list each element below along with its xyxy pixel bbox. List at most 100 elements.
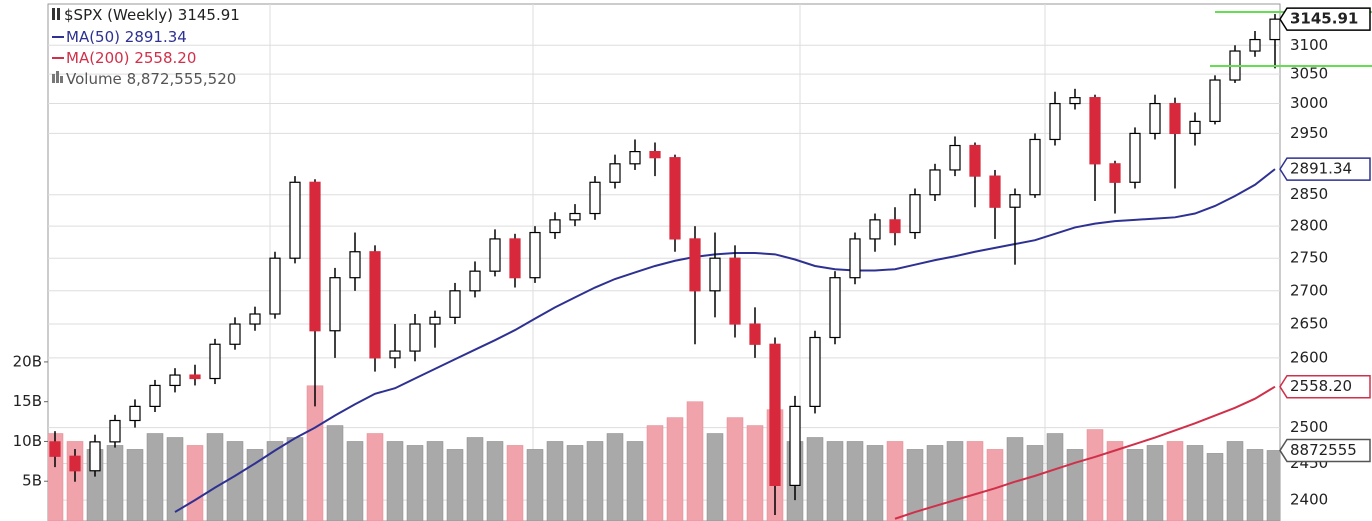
volume-bar xyxy=(946,441,964,521)
volume-bar xyxy=(1026,445,1044,521)
price-tag xyxy=(1279,438,1371,463)
volume-bar xyxy=(446,449,464,521)
y-tick-label: 2950 xyxy=(1290,124,1328,142)
candle-body xyxy=(309,181,321,332)
volume-bar xyxy=(566,445,584,521)
candle-body xyxy=(1249,38,1261,52)
candle-body xyxy=(209,343,221,380)
volume-bar xyxy=(806,437,824,521)
volume-bar xyxy=(146,433,164,521)
volume-bar xyxy=(466,437,484,521)
legend-name: Volume xyxy=(66,70,122,88)
legend-icon xyxy=(60,76,63,83)
volume-bar xyxy=(206,433,224,521)
candle-body xyxy=(1209,79,1221,123)
volume-bar xyxy=(746,425,764,521)
legend: $SPX (Weekly) 3145.91 MA(50) 2891.34 MA(… xyxy=(52,6,240,88)
candle-body xyxy=(869,219,881,240)
volume-bar xyxy=(986,449,1004,521)
volume-bar xyxy=(1226,441,1244,521)
candle-body xyxy=(49,441,61,457)
volume-bar xyxy=(1206,453,1224,521)
y-tick-label: 2500 xyxy=(1290,418,1328,436)
y-tick-label: 2700 xyxy=(1290,281,1328,299)
candle-body xyxy=(389,350,401,359)
legend-title: $SPX (Weekly) 3145.91 xyxy=(64,6,240,24)
candle-body xyxy=(489,238,501,272)
volume-bar xyxy=(346,441,364,521)
legend-icon xyxy=(52,8,55,20)
ma-line xyxy=(174,168,1276,513)
candle-body xyxy=(429,316,441,325)
volume-bar xyxy=(506,445,524,521)
candle-body xyxy=(789,405,801,486)
volume-tick-label: 5B xyxy=(22,472,42,490)
y-tick-label: 2850 xyxy=(1290,185,1328,203)
candle-body xyxy=(249,313,261,325)
title: $SPX (Weekly) xyxy=(64,6,173,24)
volume-bar xyxy=(186,445,204,521)
volume-bar xyxy=(1126,449,1144,521)
candle-body xyxy=(189,374,201,380)
volume-bar xyxy=(526,449,544,521)
candle-body xyxy=(689,238,701,292)
legend-ma50: MA(50) 2891.34 xyxy=(66,28,187,46)
candle-body xyxy=(829,277,841,339)
candle-body xyxy=(349,251,361,279)
candle-body xyxy=(849,238,861,279)
volume-bar xyxy=(1266,450,1280,521)
legend-value: 2558.20 xyxy=(134,49,196,67)
candle-body xyxy=(109,419,121,443)
volume-bar xyxy=(1186,445,1204,521)
grid xyxy=(48,4,1280,521)
y-tick-label: 2650 xyxy=(1290,315,1328,333)
y-tick-label: 2800 xyxy=(1290,217,1328,235)
y-tick-label: 3050 xyxy=(1290,65,1328,83)
candle-body xyxy=(149,384,161,407)
candle-body xyxy=(1109,163,1121,183)
volume-bar xyxy=(586,441,604,521)
volume-bar xyxy=(386,441,404,521)
candle-body xyxy=(169,374,181,387)
volume-bar xyxy=(166,437,184,521)
candle-body xyxy=(1189,120,1201,135)
candle-body xyxy=(769,343,781,486)
price-tag xyxy=(1279,157,1371,181)
volume-bar xyxy=(846,441,864,521)
candle-body xyxy=(1009,194,1021,208)
volume-bar xyxy=(486,441,504,521)
candle-body xyxy=(949,144,961,171)
price-tag-label: 2558.20 xyxy=(1290,377,1352,395)
candle-body xyxy=(729,257,741,325)
price-tag-label: 3145.91 xyxy=(1290,10,1358,28)
volume-bar xyxy=(886,441,904,521)
candle-body xyxy=(329,277,341,332)
volume-bar xyxy=(326,425,344,521)
candle-body xyxy=(569,212,581,221)
candle-body xyxy=(709,257,721,292)
candle-body xyxy=(929,169,941,196)
volume-layer xyxy=(48,385,1280,521)
candle-body xyxy=(529,231,541,279)
volume-bar xyxy=(926,445,944,521)
volume-bar xyxy=(406,445,424,521)
candle-body xyxy=(1029,138,1041,196)
candle-body xyxy=(989,175,1001,208)
candle-body xyxy=(1129,132,1141,183)
price-tag xyxy=(1279,7,1371,31)
volume-bar xyxy=(706,433,724,521)
candle-body xyxy=(909,194,921,234)
volume-bar xyxy=(106,445,124,521)
candle-body xyxy=(269,257,281,315)
candle-body xyxy=(1169,102,1181,135)
price-tag-label: 8872555 xyxy=(1290,441,1357,459)
candle-body xyxy=(629,150,641,165)
volume-tick-label: 20B xyxy=(13,352,42,370)
candle-body xyxy=(509,238,521,279)
y-tick-label: 3000 xyxy=(1290,94,1328,112)
candle-body xyxy=(1089,97,1101,165)
volume-bar xyxy=(966,441,984,521)
volume-tick-label: 10B xyxy=(13,432,42,450)
volume-bar xyxy=(626,441,644,521)
y-tick-label: 2600 xyxy=(1290,348,1328,366)
